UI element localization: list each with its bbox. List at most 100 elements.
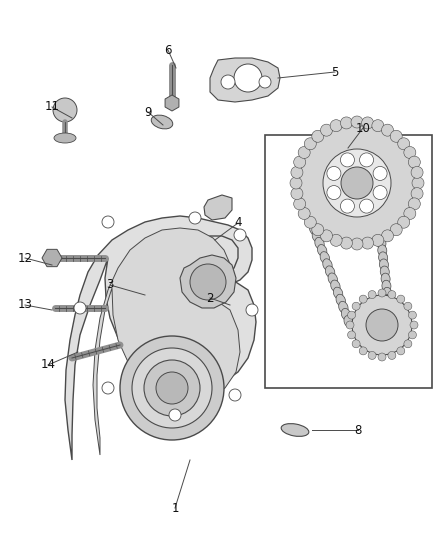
Circle shape — [381, 230, 393, 242]
Circle shape — [366, 309, 398, 341]
Circle shape — [373, 185, 387, 199]
Text: 11: 11 — [45, 101, 60, 114]
Circle shape — [221, 75, 235, 89]
Ellipse shape — [281, 424, 309, 437]
Text: 9: 9 — [144, 106, 152, 118]
Circle shape — [246, 304, 258, 316]
Ellipse shape — [373, 202, 382, 214]
Circle shape — [330, 235, 342, 246]
Ellipse shape — [344, 316, 353, 327]
Circle shape — [340, 153, 354, 167]
Ellipse shape — [325, 266, 335, 278]
Circle shape — [330, 120, 342, 132]
Circle shape — [398, 216, 410, 228]
Circle shape — [102, 382, 114, 394]
Circle shape — [132, 348, 212, 428]
Circle shape — [259, 76, 271, 88]
Bar — [265, 135, 432, 388]
Ellipse shape — [379, 259, 389, 270]
Ellipse shape — [333, 287, 343, 299]
Ellipse shape — [312, 230, 321, 242]
Circle shape — [404, 207, 416, 220]
Circle shape — [298, 147, 310, 158]
Ellipse shape — [151, 115, 173, 129]
Circle shape — [411, 188, 423, 199]
Circle shape — [312, 130, 324, 142]
Circle shape — [411, 166, 423, 179]
Ellipse shape — [293, 181, 303, 192]
Circle shape — [368, 290, 376, 298]
Circle shape — [102, 216, 114, 228]
Circle shape — [378, 289, 386, 297]
Circle shape — [390, 130, 402, 142]
Circle shape — [299, 125, 415, 241]
Circle shape — [348, 311, 356, 319]
Ellipse shape — [374, 209, 383, 221]
Circle shape — [408, 311, 417, 319]
Ellipse shape — [339, 301, 348, 313]
Circle shape — [321, 230, 332, 242]
Ellipse shape — [341, 309, 351, 320]
Circle shape — [381, 124, 393, 136]
Text: 3: 3 — [106, 279, 114, 292]
Circle shape — [362, 117, 374, 129]
Circle shape — [291, 166, 303, 179]
Ellipse shape — [318, 245, 327, 256]
Ellipse shape — [372, 195, 381, 206]
Text: 5: 5 — [331, 66, 339, 78]
Circle shape — [388, 290, 396, 298]
Circle shape — [398, 138, 410, 150]
Circle shape — [368, 351, 376, 359]
Circle shape — [234, 229, 246, 241]
Circle shape — [169, 409, 181, 421]
Circle shape — [327, 185, 341, 199]
Circle shape — [362, 237, 374, 249]
Ellipse shape — [377, 238, 386, 249]
Ellipse shape — [378, 245, 387, 256]
Ellipse shape — [384, 294, 392, 306]
Ellipse shape — [328, 273, 338, 285]
Circle shape — [410, 321, 418, 329]
Circle shape — [352, 295, 412, 355]
Circle shape — [404, 340, 412, 348]
Ellipse shape — [378, 252, 388, 263]
Circle shape — [312, 224, 324, 236]
Circle shape — [144, 360, 200, 416]
Ellipse shape — [323, 259, 332, 271]
Circle shape — [372, 120, 384, 132]
Polygon shape — [180, 255, 236, 308]
Ellipse shape — [370, 181, 379, 192]
Circle shape — [189, 212, 201, 224]
Ellipse shape — [320, 252, 329, 263]
Circle shape — [293, 198, 306, 210]
Circle shape — [360, 153, 374, 167]
Circle shape — [156, 372, 188, 404]
Ellipse shape — [374, 216, 384, 228]
Circle shape — [304, 138, 316, 150]
Circle shape — [74, 302, 86, 314]
Text: 6: 6 — [164, 44, 172, 56]
Ellipse shape — [331, 280, 340, 292]
Polygon shape — [93, 228, 240, 455]
Text: 14: 14 — [40, 359, 56, 372]
Circle shape — [359, 347, 367, 355]
Ellipse shape — [383, 287, 392, 299]
Ellipse shape — [336, 294, 346, 306]
Ellipse shape — [371, 188, 380, 199]
Ellipse shape — [301, 202, 311, 214]
Circle shape — [120, 336, 224, 440]
Circle shape — [348, 331, 356, 339]
Ellipse shape — [54, 133, 76, 143]
Circle shape — [291, 188, 303, 199]
Ellipse shape — [385, 302, 393, 313]
Circle shape — [404, 147, 416, 158]
Text: 13: 13 — [18, 298, 32, 311]
Circle shape — [190, 264, 226, 300]
Circle shape — [340, 117, 353, 129]
Ellipse shape — [376, 231, 385, 242]
Circle shape — [234, 64, 262, 92]
Ellipse shape — [315, 238, 324, 249]
Ellipse shape — [385, 309, 394, 320]
Circle shape — [359, 295, 367, 303]
Circle shape — [351, 116, 363, 128]
